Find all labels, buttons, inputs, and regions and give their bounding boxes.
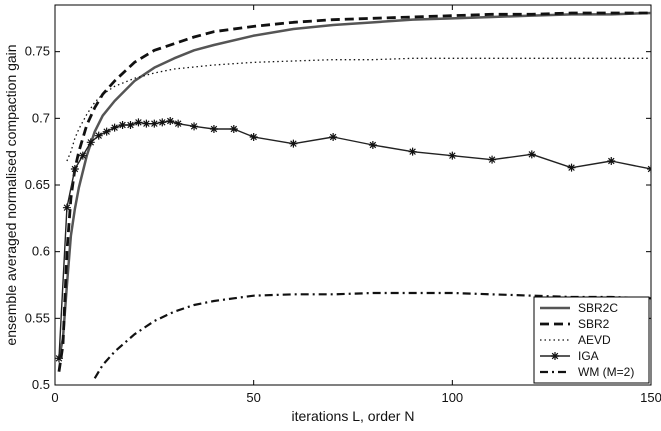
legend-box: [533, 296, 650, 384]
data-point-marker: [126, 121, 135, 129]
data-point-marker: [134, 118, 143, 127]
data-point-marker: [94, 131, 103, 140]
data-point-marker: [229, 125, 238, 133]
series-1: [57, 11, 651, 372]
series-layer: [55, 11, 651, 379]
legend-label: IGA: [578, 349, 599, 363]
data-point-marker: [62, 203, 71, 212]
data-point-marker: [102, 127, 111, 136]
data-point-marker: [55, 354, 63, 363]
x-tick-label: 150: [640, 390, 661, 405]
x-tick-label: 0: [51, 390, 58, 405]
legend-label: AEVD: [578, 333, 611, 347]
series-3: [55, 117, 651, 363]
data-point-marker: [158, 118, 167, 127]
series-2: [66, 57, 651, 162]
plot-area: [54, 4, 652, 386]
axis-ticks: 0 50 100 150 0.5 0.55 0.6 0.65 0.7 0.75: [25, 5, 661, 405]
data-point-marker: [448, 151, 457, 160]
data-point-marker: [70, 165, 79, 173]
data-point-marker: [150, 119, 159, 128]
x-tick-label: 50: [246, 390, 260, 405]
legend: SBR2C SBR2 AEVD IGA WM (M=2): [533, 296, 650, 384]
x-axis-label: iterations L, order N: [292, 408, 415, 424]
data-point-marker: [647, 165, 651, 173]
data-point-marker: [368, 141, 377, 149]
legend-label: WM (M=2): [578, 365, 634, 379]
data-point-marker: [142, 119, 151, 128]
data-point-marker: [408, 147, 417, 156]
x-tick-label: 100: [441, 390, 463, 405]
data-point-marker: [567, 163, 576, 172]
legend-marker: [551, 352, 559, 360]
data-point-marker: [86, 138, 95, 147]
data-point-marker: [110, 123, 119, 132]
data-point-marker: [249, 133, 258, 141]
data-point-marker: [607, 157, 616, 165]
series-line: [66, 57, 651, 162]
y-tick-label: 0.5: [32, 377, 50, 392]
series-0: [57, 11, 651, 359]
y-tick-label: 0.55: [25, 310, 50, 325]
data-point-marker: [118, 121, 127, 129]
data-point-marker: [166, 117, 175, 125]
data-point-marker: [174, 119, 183, 128]
series-line: [57, 11, 651, 359]
y-tick-label: 0.7: [32, 110, 50, 125]
data-point-marker: [190, 122, 199, 131]
y-axis-label: ensemble averaged normalised compaction …: [3, 44, 19, 345]
data-point-marker: [289, 139, 298, 148]
data-point-marker: [527, 150, 536, 159]
y-tick-label: 0.75: [25, 44, 50, 59]
series-line: [57, 11, 651, 372]
data-point-marker: [329, 133, 338, 141]
data-point-marker: [78, 151, 87, 160]
data-point-marker: [488, 155, 497, 164]
legend-label: SBR2C: [578, 301, 618, 315]
y-tick-label: 0.65: [25, 177, 50, 192]
y-tick-label: 0.6: [32, 244, 50, 259]
legend-label: SBR2: [578, 317, 610, 331]
data-point-marker: [209, 125, 218, 133]
